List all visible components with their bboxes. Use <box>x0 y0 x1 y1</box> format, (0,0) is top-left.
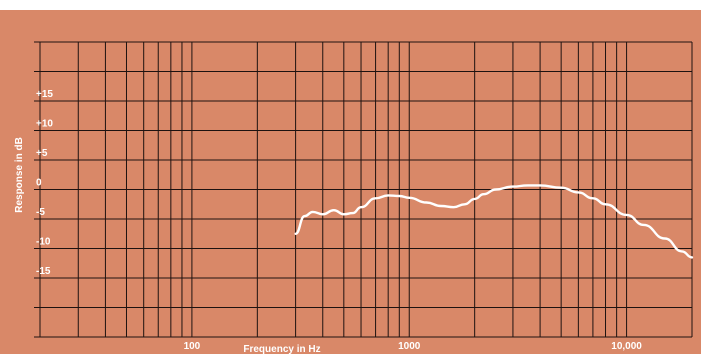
x-tick-label: 10,000 <box>611 341 642 352</box>
x-tick-label: 100 <box>184 341 201 352</box>
y-tick-label: +15 <box>36 89 53 100</box>
x-tick-label: 1000 <box>398 341 421 352</box>
horizontal-gridlines <box>34 41 692 338</box>
chart-background <box>0 10 701 354</box>
x-axis-label: Frequency in Hz <box>243 344 320 354</box>
y-tick-label: +10 <box>36 119 53 130</box>
tick-labels: +15 +10 +5 0 -5 -10 -15 100 1000 10,000 <box>36 89 642 352</box>
curve-layer <box>294 184 694 259</box>
y-axis-label: Response in dB <box>14 137 25 213</box>
y-tick-label: -15 <box>36 266 51 277</box>
response-curve <box>294 184 694 259</box>
y-tick-label: -10 <box>36 237 51 248</box>
y-tick-label: -5 <box>36 207 45 218</box>
y-tick-label: +5 <box>36 148 48 159</box>
y-tick-label: 0 <box>36 178 42 189</box>
